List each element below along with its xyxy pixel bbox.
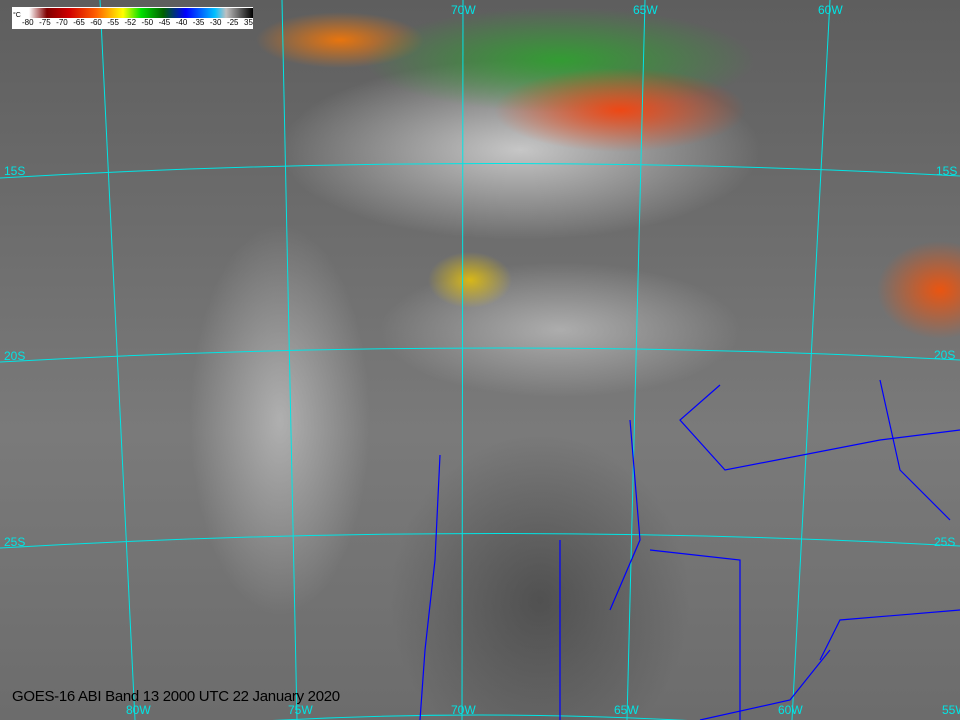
lon-label-top-60w: 60W xyxy=(818,3,843,17)
colorbar-tick: -75 xyxy=(39,18,51,27)
colorbar-unit: °C xyxy=(13,12,21,19)
lat-label-right-20s: 20S xyxy=(934,348,956,362)
colorbar-tick: -40 xyxy=(175,18,188,27)
lon-label-70w: 70W xyxy=(451,703,476,717)
lon-label-65w: 65W xyxy=(614,703,639,717)
temperature-colorbar: °C -80 -75 -70 -65 -60 -55 -52 -50 -45 -… xyxy=(12,7,253,29)
colorbar-tick: -55 xyxy=(107,18,119,27)
colorbar-tick: -50 xyxy=(141,18,154,27)
colorbar-tick: -30 xyxy=(209,18,222,27)
lon-line-80w xyxy=(99,0,136,720)
lat-label-right-25s: 25S xyxy=(934,535,956,549)
lon-label-80w: 80W xyxy=(126,703,151,717)
lon-label-55w: 55W xyxy=(942,703,960,717)
lat-label-20s: 20S xyxy=(4,349,26,363)
colorbar-tick: -80 xyxy=(22,18,34,27)
lon-line-60w xyxy=(791,0,831,720)
colorbar-tick: -65 xyxy=(73,18,85,27)
lat-label-15s: 15S xyxy=(4,164,26,178)
lon-line-70w xyxy=(461,0,464,720)
country-borders xyxy=(419,379,960,720)
colorbar-tick: -60 xyxy=(90,18,102,27)
colorbar-tick: -35 xyxy=(192,18,205,27)
lon-label-top-70w: 70W xyxy=(451,3,476,17)
lon-label-75w: 75W xyxy=(288,703,313,717)
lat-line-30s xyxy=(272,714,688,720)
lat-line-20s xyxy=(0,347,960,363)
image-caption: GOES-16 ABI Band 13 2000 UTC 22 January … xyxy=(12,688,340,705)
colorbar-tick: -25 xyxy=(226,18,239,27)
lon-label-60w: 60W xyxy=(778,703,803,717)
colorbar-tick: -70 xyxy=(56,18,68,27)
colorbar-tick: -52 xyxy=(124,18,137,27)
lat-line-15s xyxy=(0,162,960,179)
lat-label-right-15s: 15S xyxy=(936,164,958,178)
lon-line-65w xyxy=(626,0,646,720)
lon-label-top-65w: 65W xyxy=(633,3,658,17)
lon-line-75w xyxy=(281,0,298,720)
lat-line-25s xyxy=(0,532,960,549)
lat-label-25s: 25S xyxy=(4,535,26,549)
colorbar-gradient xyxy=(29,8,253,18)
colorbar-tick: -45 xyxy=(158,18,171,27)
colorbar-tick: 35 xyxy=(244,18,253,27)
